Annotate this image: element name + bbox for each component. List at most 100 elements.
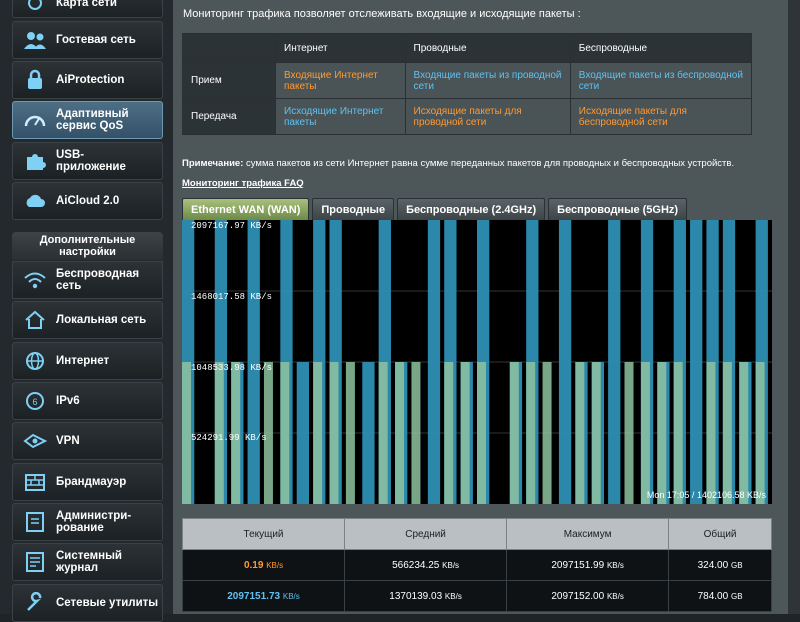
table-cell: Исходящие пакеты для беспроводной сети	[569, 98, 753, 135]
menu-adaptive-qos[interactable]: Адаптивный сервис QoS	[12, 101, 163, 139]
stat-value: 2097151.73	[227, 590, 281, 602]
globe-icon	[20, 348, 50, 374]
row-label: Передача	[182, 98, 276, 135]
stat-value: 0.19	[243, 559, 264, 571]
chart-bar-series-1	[477, 362, 487, 504]
chart-bar-series-0	[247, 220, 260, 504]
stat-unit: KB/s	[606, 591, 624, 601]
chart-bar-series-0	[362, 362, 375, 504]
chart-bar-series-1	[706, 362, 716, 504]
menu-aicloud[interactable]: AiCloud 2.0	[12, 182, 163, 220]
guest-network-icon	[20, 27, 50, 53]
chart-bar-series-1	[755, 362, 765, 504]
tab-bar: Ethernet WAN (WAN) Проводные Беспроводны…	[182, 198, 690, 220]
table-cell: Входящие Интернет пакеты	[275, 62, 406, 99]
page-scrollbar[interactable]	[788, 0, 800, 614]
traffic-chart: 2097167.97 KB/s 1468017.58 KB/s 1048533.…	[182, 220, 772, 504]
row-label: Прием	[182, 62, 276, 99]
menu-usb-app[interactable]: USB- приложение	[12, 142, 163, 180]
chart-svg	[182, 220, 772, 504]
column-header: Беспроводные	[569, 33, 753, 63]
stats-header: Максимум	[506, 518, 670, 550]
menu-network-tools[interactable]: Сетевые утилиты	[12, 584, 163, 622]
menu-wireless[interactable]: Беспроводная сеть	[12, 261, 163, 299]
chart-bar-series-1	[542, 362, 552, 504]
menu-label: AiProtection	[56, 74, 125, 86]
menu-label: Интернет	[56, 355, 110, 367]
cloud-icon	[20, 188, 50, 214]
menu-ipv6[interactable]: 6 IPv6	[12, 382, 163, 420]
lock-icon	[20, 67, 50, 93]
chart-bar-series-1	[182, 362, 192, 504]
stat-current-rx: 0.19 KB/s	[181, 549, 346, 581]
menu-label: VPN	[56, 435, 80, 447]
stat-unit: KB/s	[442, 560, 460, 570]
note-label: Примечание:	[182, 158, 244, 169]
stats-table: Текущий Средний Максимум Общий 0.19 KB/s…	[181, 518, 772, 612]
chart-bar-series-1	[509, 362, 519, 504]
chart-bar-series-1	[395, 362, 405, 504]
tab-wireless-24[interactable]: Беспроводные (2.4GHz)	[397, 198, 546, 220]
y-tick-label: 1048533.98 KB/s	[191, 363, 273, 373]
table-corner	[182, 33, 276, 63]
chart-bar-series-1	[722, 362, 732, 504]
advanced-settings-header: Дополнительные настройки	[12, 232, 163, 260]
table-cell: Исходящие Интернет пакеты	[275, 98, 406, 135]
chart-bar-series-1	[313, 362, 323, 504]
menu-lan[interactable]: Локальная сеть	[12, 301, 163, 339]
stat-unit: KB/s	[266, 560, 284, 570]
menu-label: Гостевая сеть	[56, 34, 136, 46]
menu-aiprotection[interactable]: AiProtection	[12, 61, 163, 99]
stats-row: 0.19 KB/s 566234.25 KB/s 2097151.99 KB/s…	[181, 549, 772, 581]
chart-bar-series-0	[558, 220, 572, 504]
stat-value: 1370139.03	[389, 590, 443, 602]
stats-header: Средний	[344, 518, 508, 550]
chart-bar-series-1	[673, 362, 683, 504]
main-panel: Мониторинг трафика позволяет отслеживать…	[173, 0, 788, 614]
menu-label: Карта сети	[56, 0, 117, 9]
tab-wireless-5[interactable]: Беспроводные (5GHz)	[548, 198, 688, 220]
chart-bar-series-1	[214, 362, 224, 504]
menu-guest-network[interactable]: Гостевая сеть	[12, 21, 163, 59]
stat-value: 2097151.99	[551, 559, 605, 571]
menu-vpn[interactable]: VPN	[12, 422, 163, 460]
menu-label: Администри- рование	[56, 510, 132, 534]
wifi-icon	[20, 267, 50, 293]
tab-ethernet-wan[interactable]: Ethernet WAN (WAN)	[182, 198, 310, 220]
vpn-icon	[20, 428, 50, 454]
traffic-info-table: Интернет Проводные Беспроводные Прием Вх…	[182, 33, 753, 135]
chart-bar-series-1	[657, 362, 667, 504]
stat-unit: KB/s	[444, 591, 462, 601]
chart-timestamp: Mon 17:05 / 1402106.58 KB/s	[646, 490, 766, 500]
stat-average-rx: 566234.25 KB/s	[344, 549, 508, 581]
menu-firewall[interactable]: Брандмауэр	[12, 463, 163, 501]
stat-unit: KB/s	[282, 591, 300, 601]
admin-icon	[20, 509, 50, 535]
sidebar: Карта сети Гостевая сеть AiProtection Ад…	[0, 0, 173, 622]
menu-label: Брандмауэр	[56, 476, 127, 488]
stat-value: 784.00	[697, 590, 729, 602]
chart-bar-series-1	[624, 362, 634, 504]
menu-label: USB- приложение	[56, 149, 126, 173]
tab-wired[interactable]: Проводные	[312, 198, 395, 220]
menu-network-map[interactable]: Карта сети	[12, 0, 163, 18]
menu-label: IPv6	[56, 395, 80, 407]
chart-bar-series-1	[329, 362, 339, 504]
firewall-icon	[20, 469, 50, 495]
menu-label: Беспроводная сеть	[56, 268, 140, 292]
stats-header: Общий	[668, 518, 772, 550]
chart-bar-series-1	[411, 362, 421, 504]
menu-system-log[interactable]: Системный журнал	[12, 543, 163, 581]
menu-internet[interactable]: Интернет	[12, 342, 163, 380]
chart-bar-series-1	[460, 362, 470, 504]
ipv6-icon: 6	[20, 388, 50, 414]
chart-bar-series-1	[231, 362, 241, 504]
chart-bar-series-1	[378, 362, 388, 504]
faq-link[interactable]: Мониторинг трафика FAQ	[182, 178, 304, 189]
menu-label: Сетевые утилиты	[56, 597, 159, 609]
stat-max-tx: 2097152.00 KB/s	[506, 580, 670, 612]
stat-total-tx: 784.00 GB	[668, 580, 772, 612]
stat-unit: GB	[730, 591, 743, 601]
tools-icon	[20, 590, 50, 616]
menu-administration[interactable]: Администри- рование	[12, 503, 163, 541]
